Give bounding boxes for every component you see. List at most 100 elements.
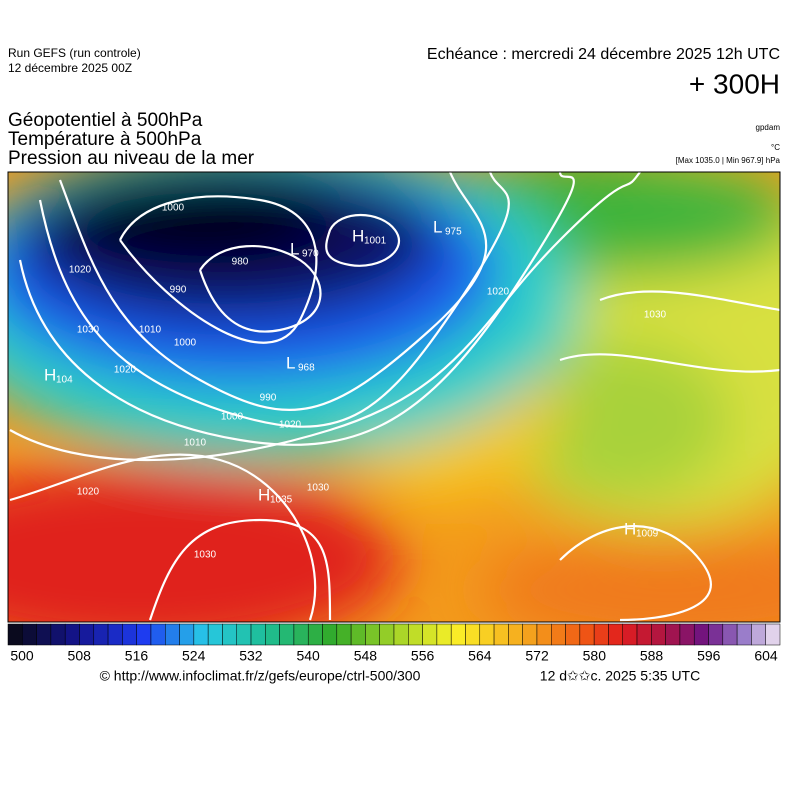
footer-time: 12 d✩✩c. 2025 5:35 UTC — [540, 668, 700, 684]
colorbar-swatch — [93, 623, 109, 646]
colorbar-swatch — [736, 623, 752, 646]
colorbar-swatch — [593, 623, 609, 646]
colorbar-swatch — [450, 623, 466, 646]
colorbar-swatch — [551, 623, 566, 646]
pressure-center-value: 968 — [298, 363, 315, 374]
colorbar-swatch — [608, 623, 623, 646]
isobar-label: 1020 — [487, 287, 510, 298]
pressure-center-value: 975 — [445, 227, 462, 238]
colorbar-swatch — [693, 623, 709, 646]
colorbar-swatch — [536, 623, 552, 646]
colorbar-swatch — [622, 623, 638, 646]
colorbar-swatch — [665, 623, 681, 646]
colorbar-tick-label: 524 — [182, 648, 206, 664]
colorbar-swatch — [751, 623, 766, 646]
field-label: Géopotentiel à 500hPa — [8, 110, 203, 131]
map-frame — [7, 171, 781, 623]
colorbar-swatch — [651, 623, 666, 646]
colorbar-tick-label: 556 — [411, 648, 435, 664]
colorbar-swatch — [207, 623, 223, 646]
colorbar-swatch — [50, 623, 66, 646]
pressure-center-letter: H — [258, 485, 270, 504]
run-title: Run GEFS (run controle) — [8, 46, 141, 60]
valid-time: Echéance : mercredi 24 décembre 2025 12h… — [427, 46, 780, 63]
colorbar-swatch — [22, 623, 37, 646]
colorbar-swatch — [636, 623, 652, 646]
colorbar-tick-label: 588 — [640, 648, 664, 664]
isobar-label: 1000 — [162, 203, 185, 214]
colorbar-swatch — [150, 623, 166, 646]
lead-time: + 300H — [689, 68, 780, 99]
colorbar-swatch — [193, 623, 209, 646]
colorbar-swatch — [679, 623, 695, 646]
colorbar-tick-label: 564 — [468, 648, 492, 664]
isobar-label: 990 — [260, 393, 277, 404]
isobar-label: 990 — [170, 285, 187, 296]
field-label: Pression au niveau de la mer — [8, 148, 255, 169]
colorbar-swatch — [79, 623, 95, 646]
colorbar-swatch — [436, 623, 452, 646]
footer-url: © http://www.infoclimat.fr/z/gefs/europe… — [100, 668, 421, 684]
colorbar-swatch — [307, 623, 323, 646]
colorbar-tick-label: 548 — [354, 648, 378, 664]
run-date: 12 décembre 2025 00Z — [8, 61, 132, 75]
colorbar-swatch — [64, 623, 80, 646]
colorbar-swatch — [107, 623, 123, 646]
isobar-label: 1010 — [139, 325, 162, 336]
colorbar-swatch — [722, 623, 738, 646]
colorbar-swatch — [493, 623, 509, 646]
colorbar-swatch — [293, 623, 309, 646]
colorbar-swatch — [350, 623, 366, 646]
colorbar-swatch — [122, 623, 137, 646]
colorbar-tick-label: 540 — [296, 648, 320, 664]
colorbar-swatch — [165, 623, 180, 646]
colorbar-swatch — [179, 623, 195, 646]
unit-label: [Max 1035.0 | Min 967.9] hPa — [676, 156, 781, 165]
colorbar-swatch — [708, 623, 724, 646]
isobar-label: 1000 — [174, 338, 197, 349]
colorbar-swatch — [408, 623, 423, 646]
unit-label: °C — [771, 143, 780, 152]
colorbar-swatch — [479, 623, 495, 646]
colorbar-swatch — [279, 623, 295, 646]
colorbar-tick-label: 580 — [583, 648, 607, 664]
colorbar-swatch — [508, 623, 523, 646]
colorbar-tick-label: 532 — [239, 648, 263, 664]
isobar-label: 1020 — [114, 365, 137, 376]
colorbar-tick-label: 572 — [525, 648, 549, 664]
colorbar-swatch — [579, 623, 595, 646]
pressure-center-letter: L — [290, 239, 299, 258]
isobar-label: 1030 — [77, 325, 100, 336]
colorbar-swatch — [222, 623, 237, 646]
pressure-center-value: 1035 — [270, 495, 293, 506]
isobar-label: 1030 — [307, 483, 330, 494]
isobar-label: 1020 — [69, 265, 92, 276]
colorbar-swatch — [379, 623, 395, 646]
isobars — [9, 172, 780, 622]
pressure-center-value: 1009 — [636, 529, 659, 540]
colorbar-swatch — [265, 623, 280, 646]
colorbar-swatch — [765, 623, 781, 646]
pressure-center-value: 104 — [56, 375, 73, 386]
colorbar-swatch — [236, 623, 252, 646]
colorbar-swatch — [7, 623, 23, 646]
isobar-label: 1030 — [644, 310, 667, 321]
colorbar-tick-label: 508 — [68, 648, 92, 664]
isobar-label: 980 — [232, 257, 249, 268]
colorbar-swatch — [365, 623, 380, 646]
pressure-center-letter: H — [624, 519, 636, 538]
colorbar-tick-label: 596 — [697, 648, 721, 664]
pressure-center-letter: H — [44, 365, 56, 384]
colorbar-swatch — [136, 623, 152, 646]
pressure-center-letter: L — [286, 353, 295, 372]
isobar-label: 1020 — [77, 487, 100, 498]
colorbar-swatch — [36, 623, 52, 646]
colorbar: 500 508 516 524 532 540 548 556 564 572 580 588 596 6… — [7, 623, 781, 664]
colorbar-tick-label: 604 — [754, 648, 778, 664]
field-label: Température à 500hPa — [8, 129, 202, 150]
colorbar-swatch — [250, 623, 266, 646]
